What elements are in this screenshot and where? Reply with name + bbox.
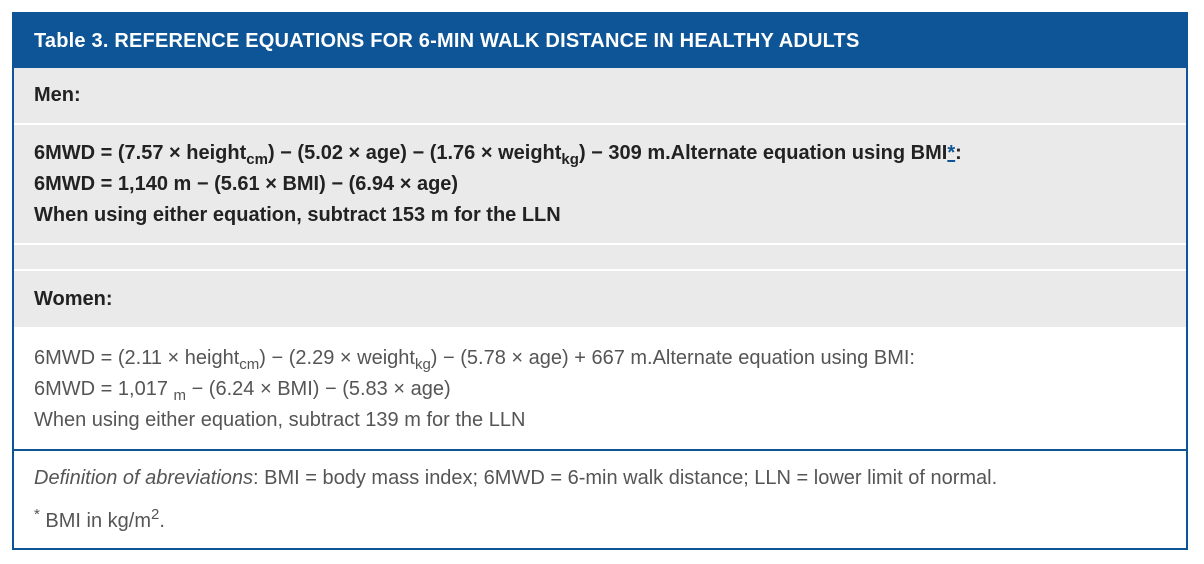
men-eq1-part3: ) − 309 m.Alternate equation using BMI — [578, 142, 948, 164]
table-title: Table 3. REFERENCE EQUATIONS FOR 6-MIN W… — [14, 14, 1186, 68]
women-eq1-part3: ) − (5.78 × age) + 667 m.Alternate equat… — [430, 347, 915, 369]
women-equation-line-1: 6MWD = (2.11 × heightcm) − (2.29 × weigh… — [34, 343, 1166, 374]
bmi-footnote-link[interactable]: * — [947, 142, 956, 164]
women-eq1-sub-kg: kg — [414, 356, 431, 373]
women-eq2-sub-m: m — [173, 387, 187, 404]
men-heading-row: Men: — [14, 68, 1186, 125]
women-lln-note: When using either equation, subtract 139… — [34, 409, 526, 431]
bmi-units-end: . — [159, 510, 165, 532]
men-eq1-part4: : — [955, 142, 962, 164]
bmi-units-footnote: * BMI in kg/m2. — [34, 506, 1166, 536]
table-footnotes: Definition of abreviations: BMI = body m… — [14, 451, 1186, 536]
men-eq1-sub-cm: cm — [246, 151, 268, 168]
bmi-units-text: BMI in kg/m — [39, 510, 151, 532]
women-eq1-part2: ) − (2.29 × weight — [259, 347, 415, 369]
table-title-text: Table 3. REFERENCE EQUATIONS FOR 6-MIN W… — [34, 29, 860, 52]
abbreviations-text: : BMI = body mass index; 6MWD = 6-min wa… — [253, 467, 998, 489]
women-eq2-part1: 6MWD = 1,017 — [34, 378, 174, 400]
men-eq1-part1: 6MWD = (7.57 × height — [34, 142, 247, 164]
women-eq1-part1: 6MWD = (2.11 × height — [34, 347, 240, 369]
men-eq1-part2: ) − (5.02 × age) − (1.76 × weight — [267, 142, 562, 164]
women-heading: Women: — [34, 287, 113, 310]
reference-equations-table: Table 3. REFERENCE EQUATIONS FOR 6-MIN W… — [12, 12, 1188, 550]
men-equations: 6MWD = (7.57 × heightcm) − (5.02 × age) … — [14, 125, 1186, 245]
abbreviations-footnote: Definition of abreviations: BMI = body m… — [34, 463, 1166, 493]
women-eq2-part2: − (6.24 × BMI) − (5.83 × age) — [186, 378, 451, 400]
men-eq1-sub-kg: kg — [561, 151, 579, 168]
bmi-footnote-star: * — [34, 506, 40, 523]
men-equation-line-1: 6MWD = (7.57 × heightcm) − (5.02 × age) … — [34, 138, 1166, 169]
women-eq1-sub-cm: cm — [239, 356, 260, 373]
men-heading: Men: — [34, 84, 81, 106]
abbreviations-label: Definition of abreviations — [34, 467, 254, 489]
bmi-units-exponent: 2 — [150, 506, 160, 523]
women-equations: 6MWD = (2.11 × heightcm) − (2.29 × weigh… — [14, 327, 1186, 451]
women-equation-line-2: 6MWD = 1,017 m − (6.24 × BMI) − (5.83 × … — [34, 374, 1166, 405]
men-lln-note: When using either equation, subtract 153… — [34, 204, 561, 226]
spacer-row — [14, 245, 1186, 271]
men-equation-line-2: 6MWD = 1,140 m − (5.61 × BMI) − (6.94 × … — [34, 173, 459, 195]
women-heading-row: Women: — [14, 271, 1186, 327]
